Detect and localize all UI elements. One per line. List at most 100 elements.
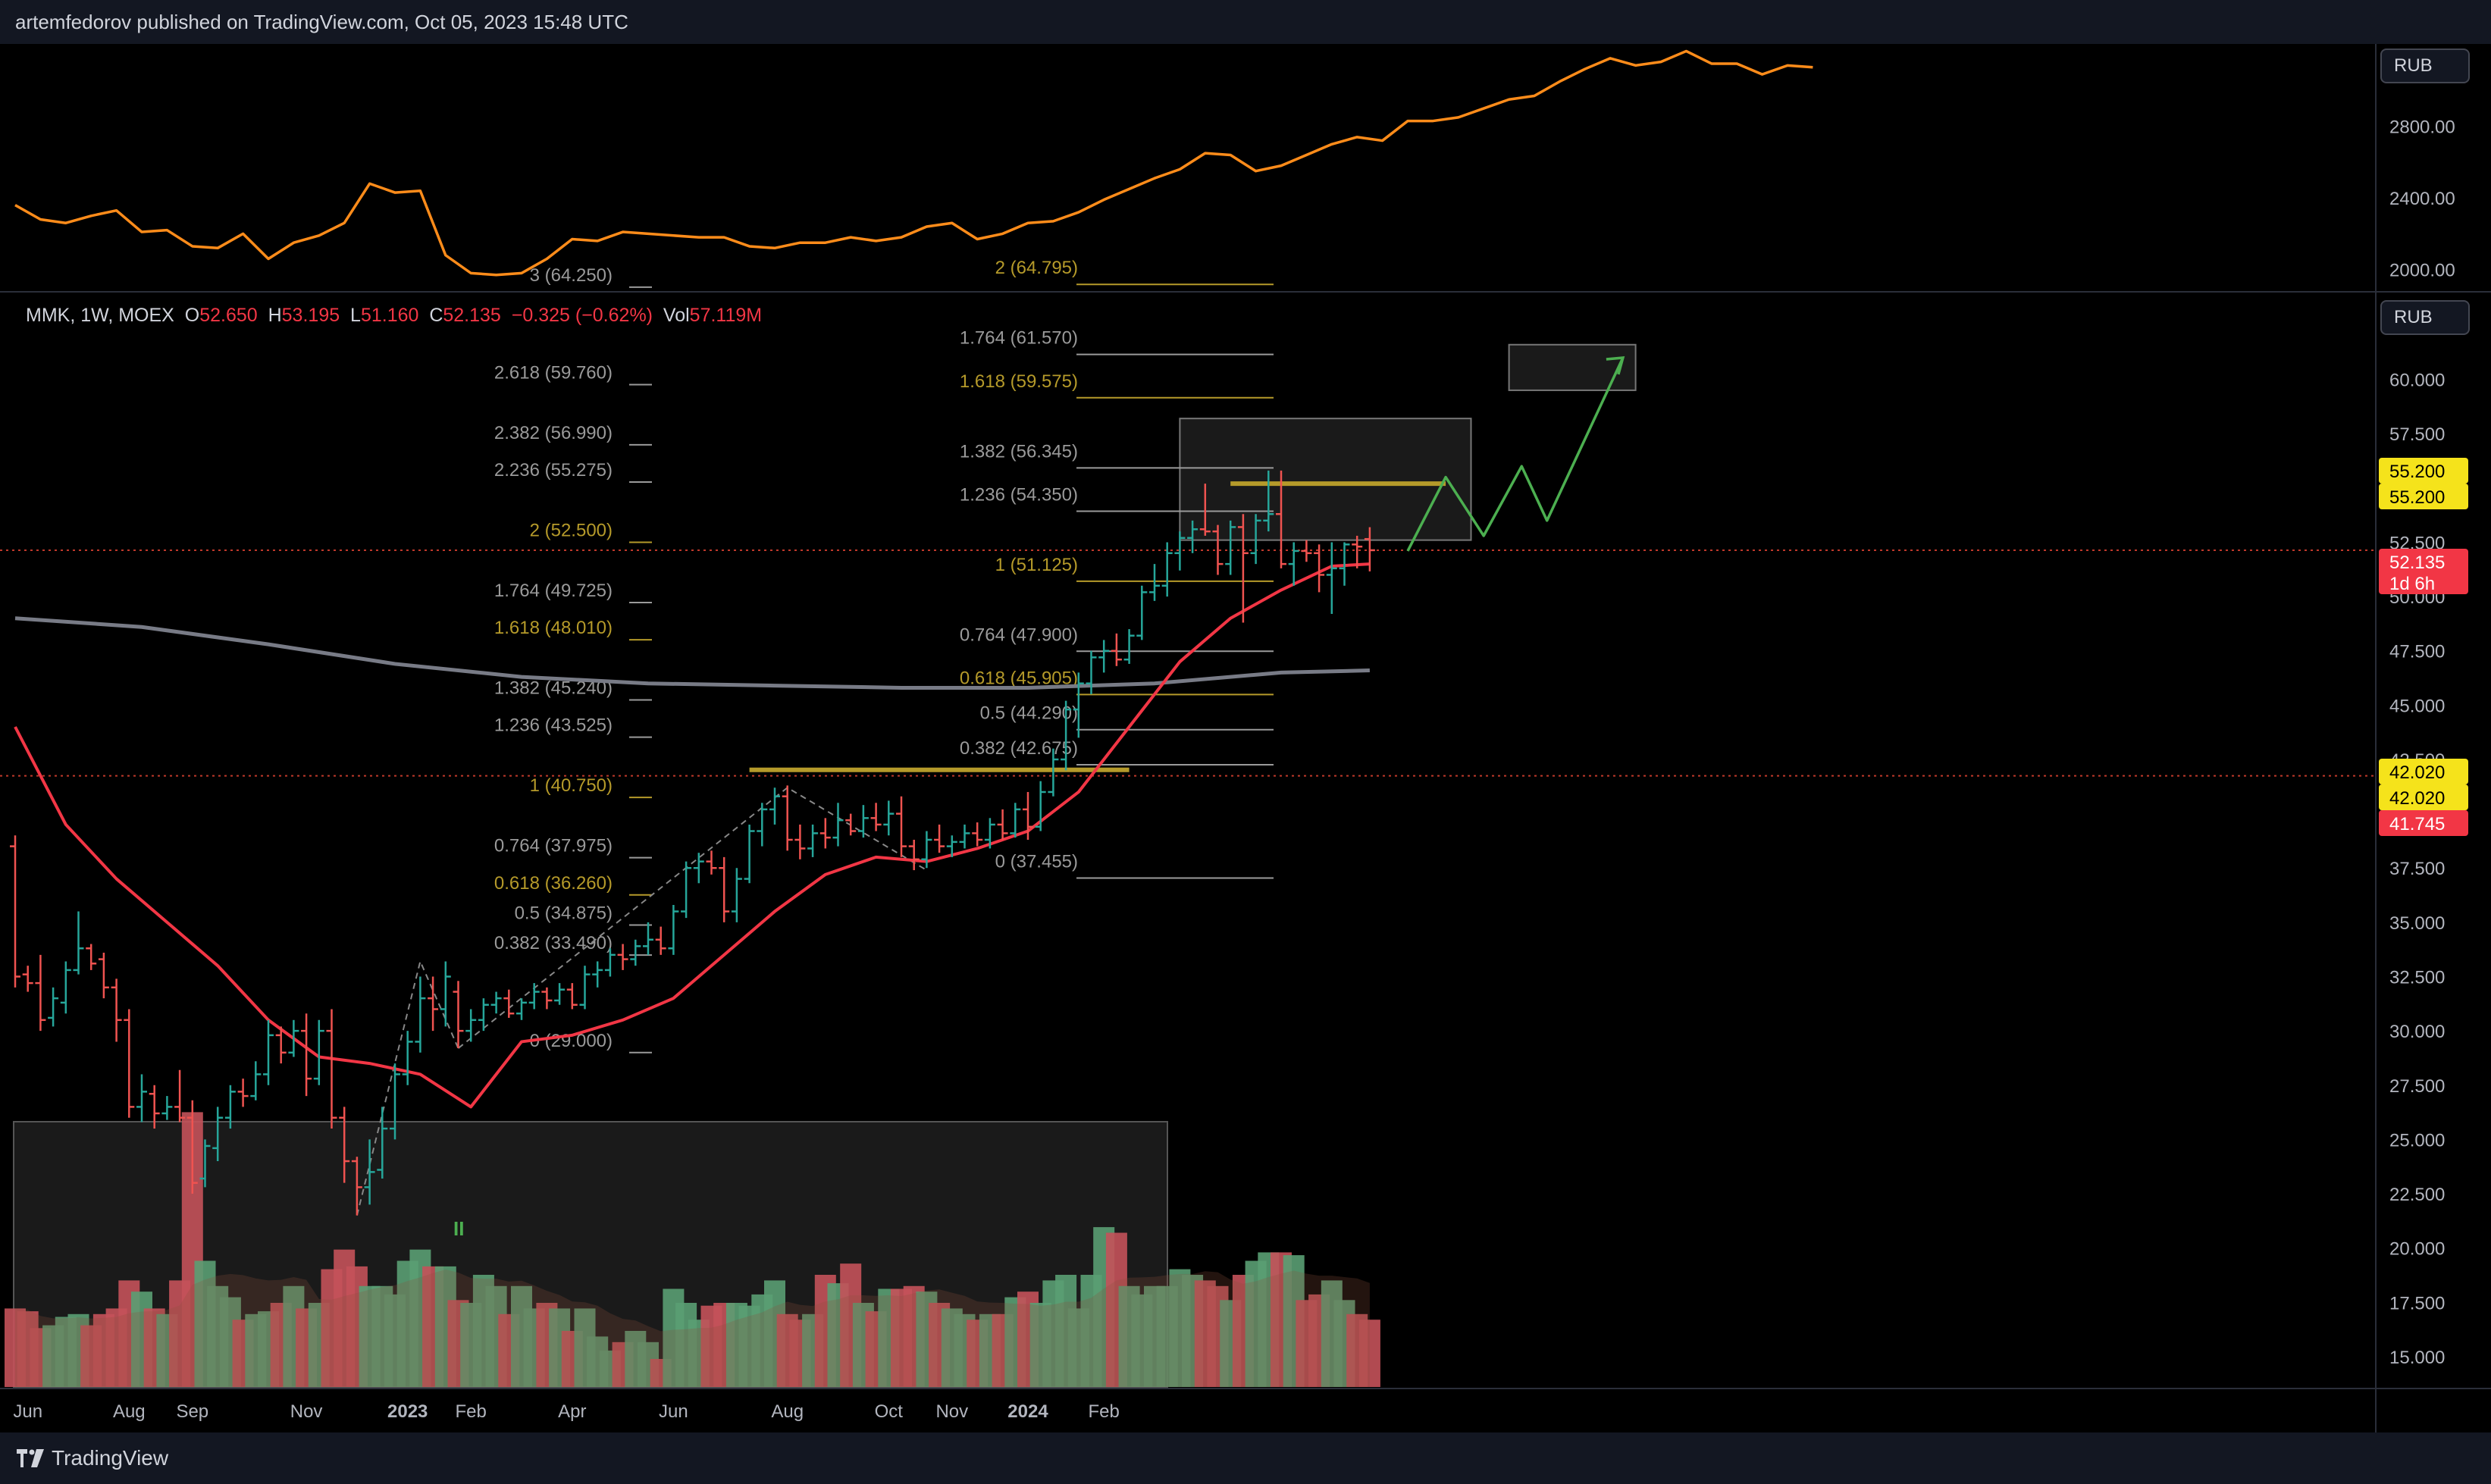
legend-high: 53.195 <box>281 305 340 326</box>
ohlc-bar <box>136 1074 147 1122</box>
axis-price-label: 42.020 <box>2379 784 2468 810</box>
ohlc-bar <box>48 987 59 1027</box>
fib-level-label: 2.382 (56.990) <box>494 423 613 443</box>
axis-price-label-box <box>2379 759 2468 784</box>
ohlc-bar <box>250 1061 262 1100</box>
fib-level-label: 0.382 (42.675) <box>960 738 1078 759</box>
axis-price-label-sub: 1d 6h <box>2389 574 2435 594</box>
time-axis[interactable]: Jun Aug Sep Nov 2023 Feb Apr Jun Aug Oct Nov 2024 Fe… <box>0 1388 2491 1422</box>
axis-price-label-text: 41.745 <box>2389 814 2445 834</box>
x-tick-label: Nov <box>935 1401 968 1422</box>
price-bars <box>10 470 1375 1216</box>
ohlc-bar <box>1136 585 1148 640</box>
ohlc-bar <box>1288 542 1299 586</box>
ohlc-bar <box>617 944 628 970</box>
ohlc-bar <box>528 983 540 1010</box>
x-tick-label: 2024 <box>1007 1401 1048 1422</box>
fib-level-label: 1.618 (59.575) <box>960 371 1078 392</box>
ohlc-bar <box>1263 470 1274 532</box>
ohlc-bar <box>465 1009 477 1042</box>
long-moving-average <box>14 616 1370 690</box>
tradingview-logo[interactable]: TradingView <box>0 1446 168 1470</box>
index-pane-background <box>0 44 2491 291</box>
ohlc-bar <box>972 822 983 847</box>
main-y-tick-label: 35.000 <box>2389 913 2445 934</box>
legend-vol-label: Vol <box>663 305 690 326</box>
ohlc-bar <box>1161 542 1173 597</box>
short-ema-line <box>14 562 1371 1109</box>
footer-bar: TradingView <box>0 1432 2491 1484</box>
brand-name: TradingView <box>52 1446 169 1470</box>
ohlc-bar <box>1098 640 1110 673</box>
main-y-tick-label: 30.000 <box>2389 1022 2445 1042</box>
ohlc-bar <box>819 818 831 849</box>
ohlc-bar <box>896 796 907 857</box>
ohlc-bar <box>807 824 819 857</box>
fib-level-label: 1.236 (54.350) <box>960 484 1078 505</box>
volume-series <box>5 1112 1380 1387</box>
price-axis[interactable]: 2000.00 2400.00 2800.00 15.000 17.500 20.000 2… <box>2375 44 2468 1432</box>
axis-price-label-text: 42.020 <box>2389 788 2445 809</box>
price-pane[interactable]: 3 (64.250) 2.618 (59.760) 2.382 (56.990) 2.… <box>0 258 2491 1388</box>
ohlc-bar <box>490 991 502 1014</box>
x-tick-label: Aug <box>113 1401 146 1422</box>
fib-extension-right: 2 (64.795) 1.764 (61.570) 1.618 (59.575) 1.… <box>960 258 1274 879</box>
ohlc-bar <box>161 1096 173 1120</box>
x-tick-label: Apr <box>558 1401 586 1422</box>
legend-close: 52.135 <box>443 305 501 326</box>
legend-change: −0.325 (−0.62%) <box>511 305 653 326</box>
publisher-header: artemfedorov published on TradingView.co… <box>0 0 2491 44</box>
ohlc-bar <box>643 922 653 955</box>
legend-low-label: L <box>350 305 361 326</box>
ohlc-bar <box>149 1085 160 1129</box>
ohlc-bar <box>22 966 33 992</box>
ohlc-bar <box>415 976 426 1053</box>
volume-bar <box>1358 1320 1380 1387</box>
index-line <box>14 49 1813 277</box>
axis-price-label-box <box>2379 484 2468 509</box>
ohlc-bar <box>908 840 920 871</box>
main-y-tick-label: 17.500 <box>2389 1293 2445 1313</box>
ohlc-bar <box>1276 470 1286 568</box>
ohlc-bar <box>630 939 641 966</box>
ohlc-bar <box>263 1019 274 1085</box>
ohlc-bar <box>440 961 451 1027</box>
legend-high-label: H <box>268 305 282 326</box>
top-unit-button[interactable]: RUB <box>2380 49 2470 83</box>
ohlc-bar <box>1073 672 1084 738</box>
axis-price-label-text: 52.135 <box>2389 553 2445 573</box>
ohlc-bar <box>883 800 895 836</box>
ohlc-bar <box>1250 514 1261 565</box>
chart-area[interactable]: 3 (64.250) 2.618 (59.760) 2.382 (56.990) 2.… <box>0 44 2491 1432</box>
ohlc-bar <box>832 803 844 847</box>
ohlc-bar <box>1187 520 1198 553</box>
ohlc-bar <box>959 824 970 849</box>
fib-level-label: 1.236 (43.525) <box>494 715 613 736</box>
x-tick-label: 2023 <box>387 1401 428 1422</box>
index-pane <box>0 44 2491 293</box>
ohlc-bar <box>326 1009 337 1129</box>
ohlc-bar <box>351 1157 362 1216</box>
main-y-tick-label: 37.500 <box>2389 859 2445 879</box>
ohlc-bar <box>719 856 730 922</box>
top-y-tick-label: 2400.00 <box>2389 189 2455 209</box>
ohlc-bar <box>997 809 1008 840</box>
ohlc-bar <box>1023 791 1033 840</box>
ohlc-bar <box>681 861 692 919</box>
ohlc-bar <box>301 1013 312 1097</box>
ohlc-bar <box>516 998 527 1020</box>
ohlc-bar <box>566 983 578 1010</box>
main-unit-button[interactable]: RUB <box>2380 300 2470 335</box>
ohlc-bar <box>541 987 553 1010</box>
fib-level-label: 2.236 (55.275) <box>494 460 613 481</box>
ohlc-bar <box>946 835 957 857</box>
ohlc-bar <box>186 1100 198 1194</box>
main-y-tick-label: 15.000 <box>2389 1348 2445 1368</box>
legend-symbol[interactable]: MMK, 1W, MOEX <box>26 305 174 326</box>
main-y-tick-label: 22.500 <box>2389 1185 2445 1205</box>
axis-price-label: 55.200 <box>2379 458 2468 484</box>
ohlc-bar <box>870 803 882 831</box>
axis-price-label-box <box>2379 810 2468 836</box>
ohlc-bar <box>744 824 755 884</box>
